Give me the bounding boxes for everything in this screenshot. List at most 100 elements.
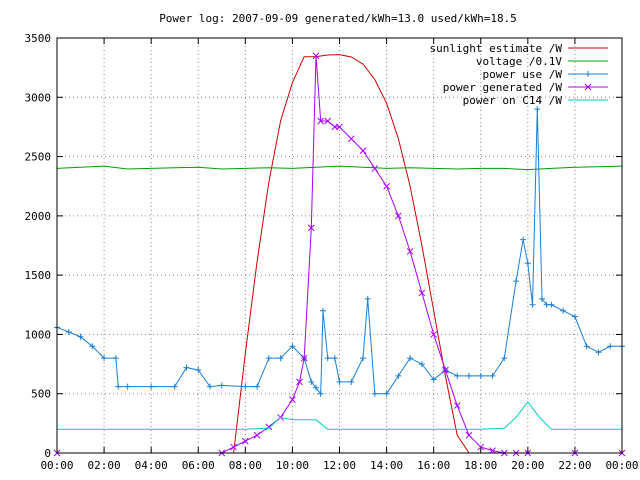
data-point	[430, 376, 437, 383]
data-point	[320, 307, 327, 314]
data-point	[324, 355, 331, 362]
chart-title: Power log: 2007-09-09 generated/kWh=13.0…	[159, 12, 517, 25]
series-line	[57, 401, 622, 430]
series-4	[57, 401, 622, 430]
data-point	[534, 106, 541, 113]
data-point	[101, 355, 108, 362]
legend-label: voltage /0.1V	[476, 55, 562, 68]
data-point	[548, 301, 555, 308]
data-point	[477, 372, 484, 379]
series-line	[56, 165, 623, 171]
data-point	[307, 224, 315, 232]
y-tick-label: 2500	[25, 151, 52, 164]
axis-ticks: 0 500 1000 1500 2000 2500 3000 3500 00:00 02:00 04…	[25, 32, 639, 472]
series-line	[56, 109, 622, 396]
data-point	[317, 390, 324, 397]
x-tick-label: 08:00	[229, 459, 262, 472]
data-point	[308, 378, 315, 385]
data-point	[89, 343, 96, 350]
data-point	[595, 349, 602, 356]
data-point	[520, 236, 527, 243]
data-point	[371, 390, 378, 397]
data-point	[195, 367, 202, 373]
data-point	[418, 289, 426, 297]
y-tick-label: 1000	[25, 328, 52, 341]
data-point	[406, 248, 414, 255]
data-point	[254, 383, 261, 390]
x-tick-label: 00:00	[40, 459, 73, 472]
x-tick-label: 18:00	[464, 459, 497, 472]
data-point	[289, 343, 296, 350]
data-point	[348, 378, 355, 385]
y-tick-label: 0	[44, 447, 51, 460]
data-point	[513, 278, 520, 285]
data-point	[364, 295, 371, 302]
data-point	[538, 295, 545, 302]
data-point	[331, 355, 338, 362]
data-point	[77, 333, 84, 340]
legend-marker	[584, 83, 592, 91]
data-point	[583, 343, 590, 350]
data-point	[336, 378, 343, 385]
data-point	[442, 366, 449, 374]
data-point	[296, 378, 303, 386]
series-line	[233, 54, 470, 454]
data-point	[371, 165, 379, 172]
data-point	[207, 383, 214, 390]
data-point	[218, 382, 225, 389]
x-tick-label: 10:00	[276, 459, 309, 472]
data-point	[524, 260, 531, 267]
series-2	[54, 106, 625, 397]
data-point	[359, 147, 367, 154]
legend-label: power use /W	[483, 68, 563, 81]
data-point	[360, 355, 367, 362]
x-tick-label: 16:00	[417, 459, 450, 472]
y-tick-label: 3500	[25, 32, 52, 45]
data-point	[115, 383, 122, 390]
data-point	[489, 372, 496, 379]
data-point	[607, 343, 614, 350]
data-point	[312, 384, 319, 391]
data-point	[501, 355, 508, 362]
data-point	[289, 396, 296, 403]
x-tick-label: 22:00	[558, 459, 591, 472]
x-tick-label: 02:00	[88, 459, 121, 472]
series-0	[233, 54, 470, 454]
data-point	[65, 329, 72, 336]
data-point	[171, 383, 178, 390]
data-point	[331, 123, 339, 131]
data-point	[324, 117, 332, 125]
plot-frame	[56, 37, 623, 454]
data-point	[230, 443, 237, 451]
series-1	[56, 165, 623, 171]
legend-label: power generated /W	[443, 81, 563, 94]
data-point	[317, 117, 325, 125]
data-point	[277, 355, 284, 362]
data-point	[407, 355, 414, 362]
data-point	[336, 123, 343, 131]
legend-label: sunlight estimate /W	[430, 42, 563, 55]
x-tick-label: 00:00	[605, 459, 638, 472]
data-point	[124, 383, 131, 390]
data-point	[560, 307, 567, 314]
data-point	[242, 383, 249, 390]
data-point	[347, 135, 355, 143]
data-point	[571, 313, 578, 320]
data-point	[454, 372, 461, 379]
data-point	[383, 390, 390, 397]
data-point	[529, 301, 536, 308]
data-point	[300, 354, 308, 362]
data-point	[465, 372, 472, 379]
y-tick-label: 2000	[25, 210, 52, 223]
x-tick-label: 20:00	[511, 459, 544, 472]
data-point	[265, 423, 273, 431]
data-point	[477, 443, 485, 451]
y-tick-label: 500	[31, 388, 51, 401]
y-tick-label: 3000	[25, 91, 52, 104]
y-tick-label: 1500	[25, 269, 52, 282]
data-point	[453, 402, 461, 409]
data-point	[312, 52, 320, 60]
data-point	[253, 431, 261, 439]
